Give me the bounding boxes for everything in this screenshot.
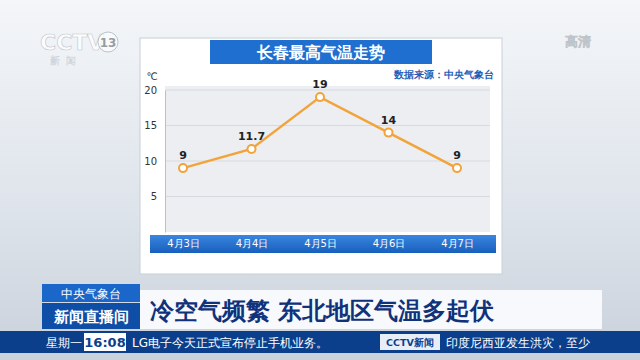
y-tick-label: 10	[144, 156, 157, 167]
grid	[165, 90, 490, 197]
clock: 16:08	[84, 335, 125, 350]
x-tick: 4月5日	[304, 238, 337, 249]
x-tick-label: 4月6日	[373, 238, 406, 249]
ticker-logo: CCTV新闻	[386, 337, 434, 348]
y-tick-label: 20	[144, 85, 157, 96]
y-tick: 20	[144, 85, 165, 96]
title: 长春最高气温走势	[256, 43, 385, 62]
canvas: 长春最高气温走势数据来源：中央气象台℃51015204月3日4月4日4月5日4月…	[0, 0, 640, 360]
data-labels: 9 11.7 19 14 9	[179, 78, 461, 162]
x-tick: 4月4日	[236, 238, 269, 249]
y-axis-title: ℃	[146, 71, 157, 82]
ticker-text: 印度尼西亚发生洪灾，至少	[446, 336, 590, 350]
data-label: 11.7	[238, 130, 265, 143]
plot-area	[165, 86, 490, 232]
clock-box	[84, 333, 126, 351]
ticker-bar	[0, 331, 640, 353]
y-tick: 10	[144, 156, 165, 167]
x-tick-label: 4月5日	[304, 238, 337, 249]
x-axis: 4月3日 4月4日 4月5日 4月6日 4月7日	[167, 238, 474, 249]
weekday: 星期一	[46, 336, 82, 350]
data-label: 14	[381, 114, 397, 127]
series-group	[179, 93, 461, 172]
background	[0, 0, 640, 360]
logo: CCTV	[40, 30, 104, 55]
y-tick: 5	[151, 191, 165, 202]
data-label: 19	[312, 78, 327, 91]
x-tick-label: 4月3日	[167, 238, 200, 249]
headline-box	[140, 290, 602, 329]
marker	[316, 93, 324, 101]
marker	[385, 129, 393, 137]
y-axis: 5 10 15 20	[144, 85, 165, 233]
marker	[179, 164, 187, 172]
ticker-logo-box	[380, 334, 440, 350]
program-label: 新闻直播间	[53, 308, 129, 326]
line	[183, 97, 457, 168]
data-label: 9	[453, 149, 461, 162]
headline: 冷空气频繁 东北地区气温多起伏	[150, 297, 495, 325]
grid-line	[165, 125, 490, 126]
logo-number: 13	[100, 36, 117, 50]
logo-channel: 新闻	[50, 55, 82, 66]
y-tick-label: 5	[151, 191, 157, 202]
program-box	[42, 303, 140, 329]
marker	[453, 164, 461, 172]
y-tick-label: 15	[144, 120, 157, 131]
x-tick: 4月6日	[373, 238, 406, 249]
data-label: 9	[179, 149, 187, 162]
broadcast-overlay: CCTV13 新闻 高清中央气象台新闻直播间 冷空气频繁 东北地区气温多起伏星期一16…	[0, 30, 640, 353]
category-band	[150, 235, 496, 253]
grid-line	[165, 196, 490, 197]
logo-badge	[98, 32, 118, 52]
panel	[140, 38, 502, 274]
subtitle: 数据来源：中央气象台	[393, 69, 494, 80]
y-axis-line	[165, 91, 166, 233]
x-tick: 4月3日	[167, 238, 200, 249]
source-label: 中央气象台	[61, 287, 121, 301]
hd-mark: 高清	[565, 34, 591, 49]
y-tick: 15	[144, 120, 165, 131]
x-tick: 4月7日	[441, 238, 474, 249]
ticker-text: LG电子今天正式宣布停止手机业务。	[132, 336, 328, 350]
title-banner	[210, 40, 432, 64]
marker	[248, 145, 256, 153]
source-box	[42, 284, 140, 302]
x-tick-label: 4月7日	[441, 238, 474, 249]
x-tick-label: 4月4日	[236, 238, 269, 249]
